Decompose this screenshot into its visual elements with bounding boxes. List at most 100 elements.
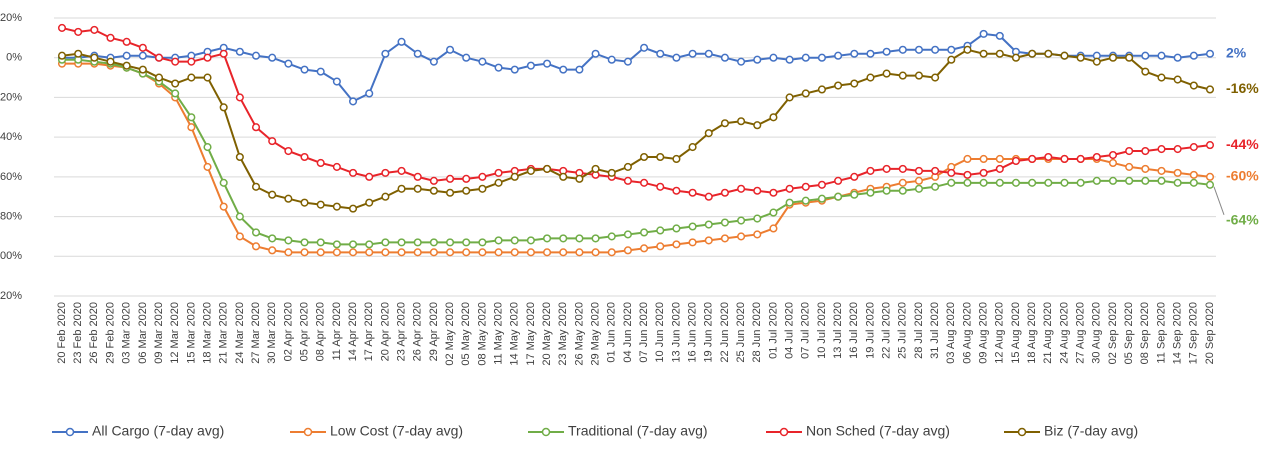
legend-marker bbox=[303, 427, 313, 437]
x-tick-label: 11 May 2020 bbox=[492, 302, 504, 365]
point bbox=[413, 184, 422, 193]
point bbox=[866, 73, 875, 82]
point bbox=[623, 57, 632, 66]
x-tick-label: 05 May 2020 bbox=[460, 302, 472, 366]
point bbox=[154, 73, 164, 82]
x-tick-label: 10 Jul 2020 bbox=[816, 302, 828, 359]
point bbox=[462, 53, 471, 62]
point bbox=[559, 65, 568, 74]
x-tick-label: 08 May 2020 bbox=[476, 302, 488, 366]
point bbox=[154, 53, 164, 62]
point bbox=[284, 236, 293, 245]
y-tick-label: -60% bbox=[0, 171, 22, 183]
point bbox=[316, 200, 325, 209]
point bbox=[672, 240, 681, 249]
x-tick-label: 03 Mar 2020 bbox=[121, 302, 133, 364]
point bbox=[462, 238, 471, 247]
point bbox=[947, 178, 956, 187]
x-tick-label: 24 Aug 2020 bbox=[1058, 302, 1070, 364]
point bbox=[74, 27, 83, 36]
point bbox=[332, 202, 341, 211]
point bbox=[332, 240, 341, 249]
x-tick-label: 25 Jun 2020 bbox=[735, 302, 747, 363]
point bbox=[979, 168, 988, 177]
point bbox=[219, 178, 228, 187]
point bbox=[640, 228, 649, 237]
point bbox=[995, 154, 1004, 164]
point bbox=[122, 37, 131, 46]
point bbox=[332, 248, 341, 257]
point bbox=[284, 59, 293, 68]
point bbox=[737, 232, 746, 241]
point bbox=[138, 43, 147, 52]
x-tick-label: 21 Aug 2020 bbox=[1042, 302, 1054, 364]
point bbox=[607, 232, 616, 241]
point bbox=[446, 174, 455, 183]
point bbox=[348, 204, 358, 213]
point bbox=[1060, 178, 1069, 187]
legend-label: Traditional (7-day avg) bbox=[568, 423, 708, 439]
point bbox=[801, 89, 810, 98]
point bbox=[720, 188, 729, 197]
point bbox=[640, 152, 649, 162]
point bbox=[446, 45, 455, 54]
point bbox=[607, 168, 616, 177]
point bbox=[575, 65, 584, 74]
point bbox=[1173, 75, 1182, 84]
point bbox=[1205, 49, 1215, 58]
legend-item: Traditional (7-day avg) bbox=[528, 423, 708, 439]
point bbox=[575, 174, 584, 183]
point bbox=[769, 224, 778, 233]
point bbox=[623, 246, 632, 255]
legend-item: All Cargo (7-day avg) bbox=[52, 423, 224, 439]
point bbox=[656, 182, 665, 191]
point bbox=[1141, 176, 1150, 185]
point bbox=[1157, 176, 1166, 185]
x-tick-label: 13 Jun 2020 bbox=[670, 302, 682, 363]
point bbox=[365, 248, 374, 257]
point bbox=[834, 192, 843, 201]
point bbox=[235, 232, 244, 241]
point bbox=[1189, 143, 1198, 152]
point bbox=[138, 65, 147, 74]
point bbox=[656, 49, 665, 58]
point bbox=[365, 89, 374, 98]
point bbox=[510, 65, 519, 74]
point bbox=[963, 45, 972, 54]
point bbox=[446, 238, 455, 247]
point bbox=[914, 176, 924, 185]
point bbox=[963, 154, 972, 164]
point bbox=[785, 93, 794, 102]
point bbox=[850, 172, 859, 181]
point bbox=[898, 71, 907, 80]
point bbox=[866, 188, 875, 197]
point bbox=[251, 123, 261, 132]
x-tick-label: 02 Sep 2020 bbox=[1107, 302, 1119, 364]
x-tick-label: 28 Jul 2020 bbox=[913, 302, 925, 359]
point bbox=[753, 214, 762, 223]
point bbox=[656, 242, 665, 251]
x-tick-label: 05 Sep 2020 bbox=[1123, 302, 1135, 364]
point bbox=[187, 123, 196, 132]
x-tick-label: 14 May 2020 bbox=[509, 302, 521, 366]
point bbox=[251, 51, 261, 60]
point bbox=[995, 164, 1004, 173]
point bbox=[737, 216, 746, 225]
point bbox=[559, 248, 568, 257]
point bbox=[219, 103, 228, 112]
point bbox=[122, 61, 131, 70]
point bbox=[478, 172, 487, 181]
point bbox=[914, 45, 924, 54]
y-tick-label: -40% bbox=[0, 131, 22, 143]
x-tick-label: 12 Mar 2020 bbox=[169, 302, 181, 364]
point bbox=[575, 234, 584, 243]
point bbox=[979, 178, 988, 187]
point bbox=[57, 51, 67, 60]
point bbox=[769, 53, 778, 62]
x-tick-label: 26 May 2020 bbox=[573, 302, 585, 366]
point bbox=[235, 152, 244, 162]
point bbox=[640, 43, 649, 52]
point bbox=[1205, 180, 1215, 189]
